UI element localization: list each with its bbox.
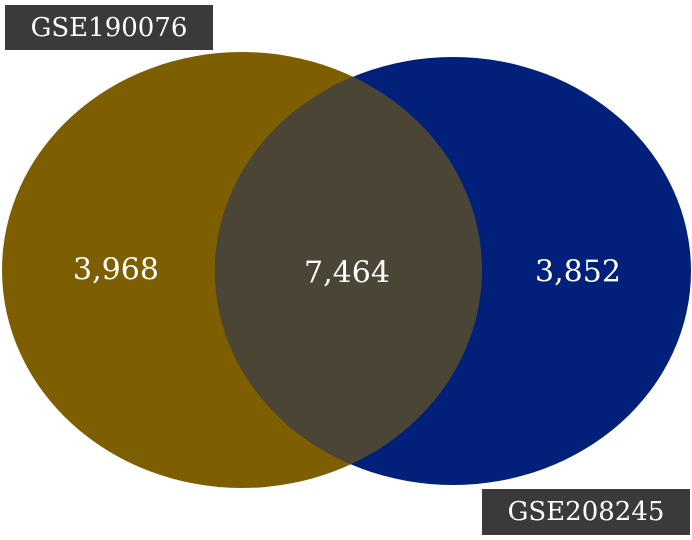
set-b-only-count: 3,852 (535, 254, 621, 290)
set-a-label: GSE190076 (5, 5, 213, 50)
set-b-label: GSE208245 (482, 489, 690, 535)
intersection-count: 7,464 (304, 255, 390, 291)
intersection-region (215, 57, 482, 485)
set-a-only-count: 3,968 (73, 252, 159, 288)
